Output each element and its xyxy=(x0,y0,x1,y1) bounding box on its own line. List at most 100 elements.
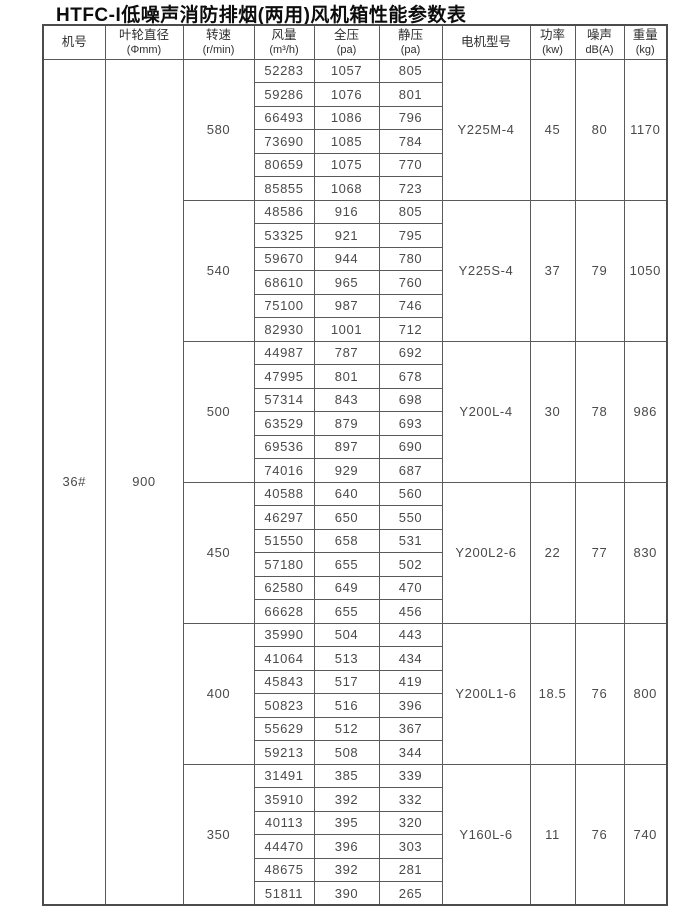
table-row: 74016 929 687 xyxy=(43,458,667,483)
total-pressure-cell: 944 xyxy=(313,246,380,271)
speed-cell: 350 xyxy=(182,763,255,906)
static-pressure-cell: 795 xyxy=(378,223,443,248)
static-pressure-cell: 687 xyxy=(378,458,443,483)
static-pressure-cell: 796 xyxy=(378,105,443,130)
total-pressure-cell: 916 xyxy=(313,199,380,224)
table-row: 68610 965 760 xyxy=(43,270,667,295)
motor-model-cell: Y200L2-6 xyxy=(441,481,531,624)
col-header-weight: 重量 (kg) xyxy=(623,24,668,60)
total-pressure-cell: 392 xyxy=(313,787,380,812)
power-cell: 11 xyxy=(529,763,576,906)
header-label: 风量 xyxy=(271,27,297,42)
total-pressure-cell: 508 xyxy=(313,740,380,765)
static-pressure-cell: 303 xyxy=(378,834,443,859)
power-cell: 45 xyxy=(529,58,576,201)
total-pressure-cell: 650 xyxy=(313,505,380,530)
motor-model-cell: Y225M-4 xyxy=(441,58,531,201)
airflow-cell: 75100 xyxy=(253,293,315,318)
col-header-machine-no: 机号 xyxy=(42,24,106,60)
noise-cell: 80 xyxy=(574,58,625,201)
total-pressure-cell: 658 xyxy=(313,528,380,553)
col-header-impeller-diameter: 叶轮直径 (Φmm) xyxy=(104,24,184,60)
header-unit: (kg) xyxy=(635,44,655,57)
header-unit: (pa) xyxy=(400,44,421,57)
static-pressure-cell: 805 xyxy=(378,199,443,224)
table-row: 47995 801 678 xyxy=(43,364,667,389)
total-pressure-cell: 801 xyxy=(313,364,380,389)
airflow-cell: 35990 xyxy=(253,622,315,647)
table-row: 63529 879 693 xyxy=(43,411,667,436)
table-row: 59670 944 780 xyxy=(43,246,667,271)
static-pressure-cell: 678 xyxy=(378,364,443,389)
airflow-cell: 40113 xyxy=(253,810,315,835)
total-pressure-cell: 843 xyxy=(313,387,380,412)
weight-cell: 800 xyxy=(623,622,668,765)
table-row: 35910 392 332 xyxy=(43,787,667,812)
static-pressure-cell: 367 xyxy=(378,716,443,741)
header-unit: (r/min) xyxy=(202,44,235,57)
static-pressure-cell: 332 xyxy=(378,787,443,812)
airflow-cell: 48675 xyxy=(253,857,315,882)
page-title: HTFC-I低噪声消防排烟(两用)风机箱性能参数表 xyxy=(56,5,467,26)
table-row: 73690 1085 784 xyxy=(43,129,667,154)
table-row: 80659 1075 770 xyxy=(43,152,667,177)
static-pressure-cell: 746 xyxy=(378,293,443,318)
airflow-cell: 59286 xyxy=(253,82,315,107)
static-pressure-cell: 265 xyxy=(378,881,443,906)
table-row: 53325 921 795 xyxy=(43,223,667,248)
col-header-static-pressure: 静压 (pa) xyxy=(378,24,443,60)
noise-cell: 77 xyxy=(574,481,625,624)
table-row: 57314 843 698 xyxy=(43,387,667,412)
static-pressure-cell: 470 xyxy=(378,575,443,600)
total-pressure-cell: 897 xyxy=(313,434,380,459)
table-row: 82930 1001 712 xyxy=(43,317,667,342)
total-pressure-cell: 787 xyxy=(313,340,380,365)
speed-cell: 540 xyxy=(182,199,255,342)
motor-model-cell: Y200L1-6 xyxy=(441,622,531,765)
airflow-cell: 46297 xyxy=(253,505,315,530)
airflow-cell: 55629 xyxy=(253,716,315,741)
col-header-airflow: 风量 (m³/h) xyxy=(253,24,315,60)
airflow-cell: 41064 xyxy=(253,646,315,671)
static-pressure-cell: 320 xyxy=(378,810,443,835)
total-pressure-cell: 516 xyxy=(313,693,380,718)
static-pressure-cell: 550 xyxy=(378,505,443,530)
table-row: 36# 900 580 52283 1057 805 Y225M-4 45 80 1170 xyxy=(42,58,668,906)
airflow-cell: 31491 xyxy=(253,763,315,788)
static-pressure-cell: 698 xyxy=(378,387,443,412)
table-row: 66628 655 456 xyxy=(43,599,667,624)
col-header-noise: 噪声 dB(A) xyxy=(574,24,625,60)
table-row: 69536 897 690 xyxy=(43,434,667,459)
total-pressure-cell: 395 xyxy=(313,810,380,835)
table-row: 55629 512 367 xyxy=(43,716,667,741)
table-row: 62580 649 470 xyxy=(43,575,667,600)
total-pressure-cell: 1075 xyxy=(313,152,380,177)
airflow-cell: 62580 xyxy=(253,575,315,600)
static-pressure-cell: 805 xyxy=(378,58,443,83)
header-label: 重量 xyxy=(632,27,658,42)
static-pressure-cell: 419 xyxy=(378,669,443,694)
col-header-power: 功率 (kw) xyxy=(529,24,576,60)
total-pressure-cell: 879 xyxy=(313,411,380,436)
static-pressure-cell: 396 xyxy=(378,693,443,718)
airflow-cell: 80659 xyxy=(253,152,315,177)
table-row: 48675 392 281 xyxy=(43,857,667,882)
header-label: 功率 xyxy=(539,27,565,42)
total-pressure-cell: 655 xyxy=(313,599,380,624)
static-pressure-cell: 560 xyxy=(378,481,443,506)
airflow-cell: 59213 xyxy=(253,740,315,765)
table-row: 540 48586 916 805 Y225S-4 37 79 1050 xyxy=(43,199,668,342)
table-row: 450 40588 640 560 Y200L2-6 22 77 830 xyxy=(43,481,668,624)
power-cell: 37 xyxy=(529,199,576,342)
total-pressure-cell: 649 xyxy=(313,575,380,600)
header-unit: (kw) xyxy=(542,44,563,57)
table-row: 500 44987 787 692 Y200L-4 30 78 986 xyxy=(43,340,668,483)
total-pressure-cell: 390 xyxy=(313,881,380,906)
noise-cell: 76 xyxy=(574,763,625,906)
total-pressure-cell: 396 xyxy=(313,834,380,859)
impeller-diameter-cell: 900 xyxy=(104,58,184,906)
table-row: 75100 987 746 xyxy=(43,293,667,318)
total-pressure-cell: 504 xyxy=(313,622,380,647)
airflow-cell: 74016 xyxy=(253,458,315,483)
col-header-speed: 转速 (r/min) xyxy=(182,24,255,60)
